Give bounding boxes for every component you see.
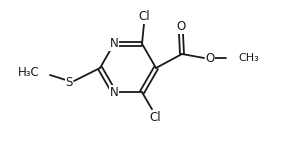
Text: N: N <box>110 86 118 99</box>
Text: H₃C: H₃C <box>18 66 40 80</box>
Text: Cl: Cl <box>149 111 161 124</box>
Text: N: N <box>110 37 118 50</box>
Text: CH₃: CH₃ <box>238 53 259 63</box>
Text: Cl: Cl <box>138 10 150 23</box>
Text: O: O <box>206 51 214 64</box>
Text: O: O <box>176 20 186 33</box>
Text: S: S <box>65 77 73 90</box>
